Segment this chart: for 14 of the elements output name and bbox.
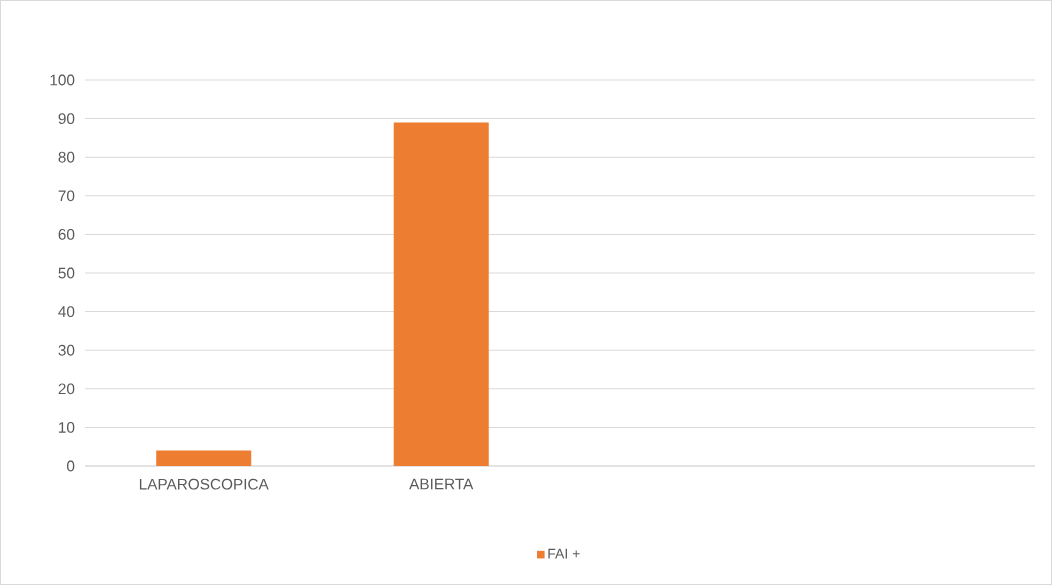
y-tick-label: 70 — [58, 190, 75, 202]
y-tick-label: 90 — [58, 113, 75, 125]
legend-label: FAI + — [548, 548, 580, 559]
y-tick-label: 0 — [67, 460, 75, 472]
y-tick-label: 20 — [58, 383, 75, 395]
y-tick-label: 100 — [50, 74, 75, 86]
y-tick-label: 30 — [58, 344, 75, 356]
x-tick-label: LAPAROSCOPICA — [139, 478, 269, 490]
y-tick-label: 40 — [58, 306, 75, 318]
x-tick-label: ABIERTA — [409, 478, 474, 490]
y-tick-label: 50 — [58, 267, 75, 279]
y-tick-label: 80 — [58, 151, 75, 163]
y-tick-label: 60 — [58, 228, 75, 240]
y-tick-label: 10 — [59, 421, 75, 433]
